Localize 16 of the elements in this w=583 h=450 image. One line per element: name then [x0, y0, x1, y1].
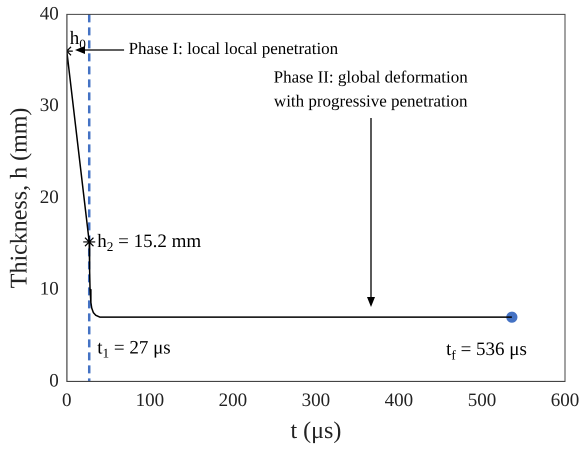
x-tick-label: 300 [302, 390, 330, 411]
y-tick-label: 20 [40, 186, 59, 208]
y-tick-label: 40 [40, 3, 59, 24]
x-tick-label: 100 [136, 390, 164, 411]
annotation: Phase I: local local penetration [128, 39, 339, 58]
y-tick-label: 10 [40, 278, 59, 300]
y-axis-title: Thickness, h (mm) [6, 108, 33, 288]
y-tick-label: 0 [49, 370, 59, 392]
x-tick-label: 200 [218, 390, 248, 411]
y-tick-label: 30 [40, 95, 59, 116]
annotation: Phase II: global deformation with progressive penetration [274, 67, 468, 110]
x-tick-label: 400 [384, 390, 414, 411]
x-tick-label: 0 [62, 390, 72, 411]
x-axis-title: t (μs) [290, 418, 342, 444]
x-tick-label: 500 [468, 390, 496, 411]
x-tick-label: 600 [550, 390, 580, 411]
